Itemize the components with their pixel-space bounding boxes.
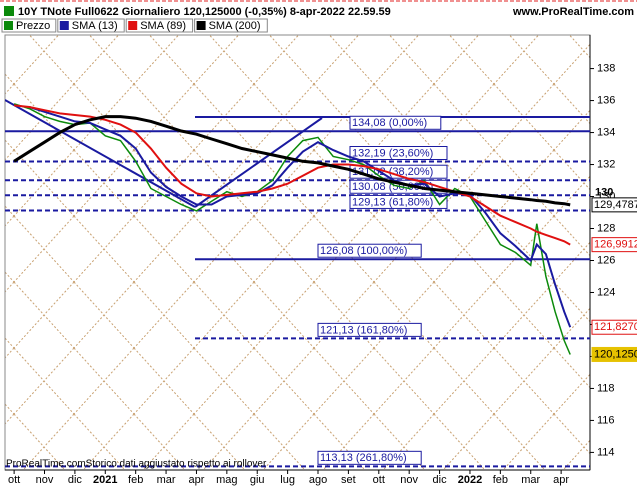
price-tag: 130 — [595, 186, 613, 198]
legend: Prezzo SMA (13) SMA (89) SMA (200) — [1, 18, 268, 33]
legend-swatch — [196, 21, 206, 30]
fib-label: 126,08 (100,00%) — [320, 245, 407, 257]
legend-box — [194, 18, 268, 33]
fib-label: 113,13 (261,80%) — [320, 452, 407, 464]
legend-label: SMA (200) — [209, 20, 261, 32]
x-tick-label: dic — [433, 474, 448, 486]
fib-label: 129,13 (61,80%) — [352, 196, 433, 208]
x-tick-label: set — [341, 474, 356, 486]
series-line — [13, 103, 571, 355]
x-tick-label: giu — [250, 474, 265, 486]
legend-swatch — [128, 21, 138, 30]
x-tick-label: 2021 — [93, 474, 117, 486]
x-tick-label: apr — [189, 474, 205, 486]
y-tick-label: 116 — [597, 414, 615, 426]
legend-label: SMA (89) — [140, 20, 186, 32]
fib-label-box — [349, 115, 442, 130]
trend-line — [194, 117, 323, 208]
fib-label-box — [317, 322, 422, 337]
x-tick-label: mar — [157, 474, 176, 486]
y-tick-label: 138 — [597, 62, 615, 74]
x-tick-label: apr — [553, 474, 569, 486]
price-tag-box — [591, 197, 637, 213]
x-tick-label: mag — [216, 474, 237, 486]
x-tick-label: ott — [373, 474, 385, 486]
price-tag-box — [591, 346, 637, 362]
y-tick-label: 128 — [597, 222, 615, 234]
fib-label: 134,08 (0,00%) — [352, 117, 427, 129]
fib-label-box — [317, 450, 422, 465]
y-tick-label: 114 — [597, 446, 615, 458]
legend-box — [1, 18, 57, 33]
header-title: 10Y TNote Full0622 Giornaliero 120,12500… — [18, 6, 391, 18]
plot-grid-pattern — [5, 35, 590, 470]
series-line — [28, 106, 572, 328]
fib-label-box — [317, 243, 422, 258]
y-tick-label: 136 — [597, 94, 615, 106]
footnote: ProRealTime.comStorico dati aggiustato r… — [6, 459, 267, 470]
fib-label-box — [349, 194, 448, 209]
y-tick-label: 132 — [597, 158, 615, 170]
legend-box — [125, 18, 194, 33]
x-tick-label: ago — [309, 474, 327, 486]
series-line — [13, 115, 571, 207]
plot: 134,08 (0,00%) 132,19 (23,60%) 131,02 (38,… — [5, 103, 590, 468]
y-tick-label: 118 — [597, 382, 615, 394]
x-tick-label: ott — [8, 474, 20, 486]
header-site: www.ProRealTime.com — [512, 6, 634, 18]
logo-icon — [4, 6, 14, 16]
price-tag: 120,1250 — [594, 348, 637, 360]
series-line — [13, 104, 571, 246]
fib-label: 132,19 (23,60%) — [352, 147, 433, 159]
x-tick-label: lug — [280, 474, 295, 486]
y-tick-label: 124 — [597, 286, 615, 298]
x-tick-label: feb — [493, 474, 508, 486]
fib-label: 131,02 (38,20%) — [352, 166, 433, 178]
x-tick-label: nov — [36, 474, 54, 486]
legend-swatch — [59, 21, 69, 30]
y-tick-label: 126 — [597, 254, 615, 266]
legend-label: SMA (13) — [72, 20, 118, 32]
price-tag-box — [591, 237, 637, 253]
x-tick-label: dic — [68, 474, 83, 486]
x-tick-label: 2022 — [458, 474, 482, 486]
fib-label: 121,13 (161,80%) — [320, 324, 407, 336]
legend-box — [57, 18, 125, 33]
trend-line — [5, 99, 196, 208]
legend-label: Prezzo — [16, 20, 50, 32]
x-tick-label: feb — [128, 474, 143, 486]
price-tag-box — [591, 319, 637, 335]
price-tag: 126,9912 — [594, 239, 637, 251]
y-tick-label: 134 — [597, 126, 615, 138]
fib-label-box — [349, 146, 448, 161]
x-tick-label: mar — [521, 474, 540, 486]
legend-swatch — [4, 21, 13, 30]
price-tag: 129,4787 — [594, 199, 637, 211]
price-tag: 121,8270 — [594, 321, 637, 333]
x-tick-label: nov — [400, 474, 418, 486]
